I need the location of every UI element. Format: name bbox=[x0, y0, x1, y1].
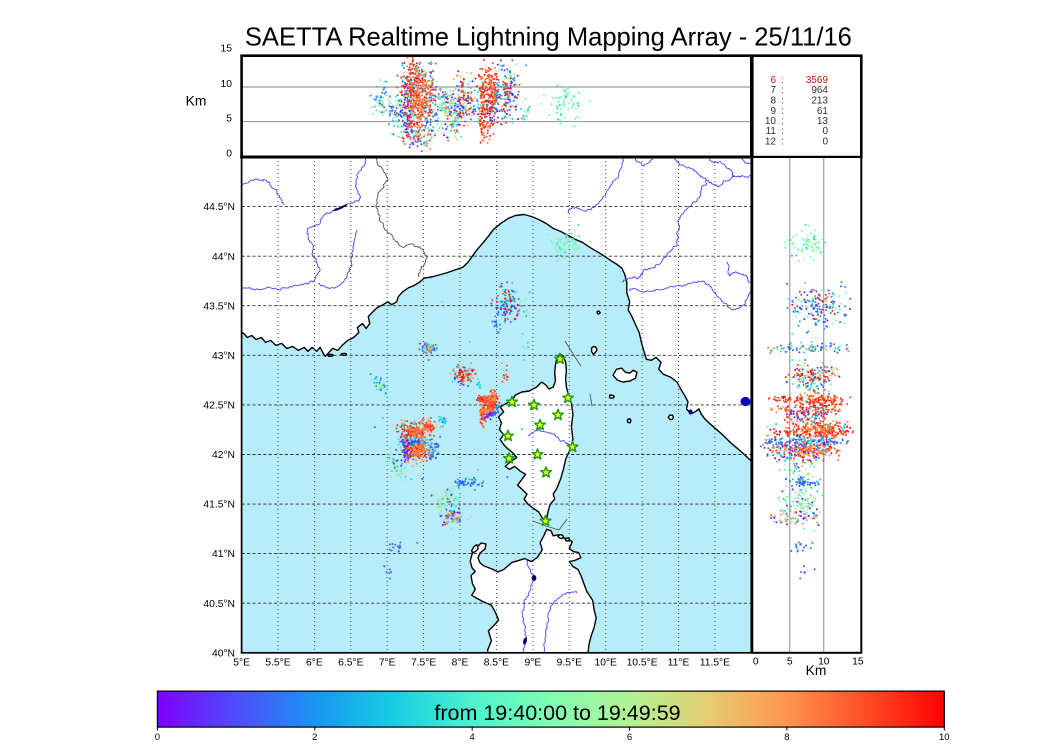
svg-text:42.5°N: 42.5°N bbox=[203, 401, 235, 412]
svg-text:5°E: 5°E bbox=[233, 658, 250, 669]
svg-text:SAETTA Realtime Lightning Mapp: SAETTA Realtime Lightning Mapping Array … bbox=[245, 22, 852, 52]
svg-text:8.5°E: 8.5°E bbox=[484, 658, 509, 669]
svg-text:10.5°E: 10.5°E bbox=[627, 658, 658, 669]
svg-text:6.5°E: 6.5°E bbox=[338, 658, 363, 669]
svg-text:Km: Km bbox=[186, 94, 207, 109]
svg-text:44°N: 44°N bbox=[212, 252, 235, 263]
svg-text:5.5°E: 5.5°E bbox=[265, 658, 290, 669]
svg-text:40.5°N: 40.5°N bbox=[203, 599, 235, 610]
svg-text:9.5°E: 9.5°E bbox=[557, 658, 582, 669]
svg-text:44.5°N: 44.5°N bbox=[203, 202, 235, 213]
svg-text:43.5°N: 43.5°N bbox=[203, 301, 235, 312]
svg-text:9°E: 9°E bbox=[525, 658, 542, 669]
svg-text:41°N: 41°N bbox=[212, 549, 235, 560]
svg-text:7.5°E: 7.5°E bbox=[411, 658, 436, 669]
svg-text:40°N: 40°N bbox=[212, 648, 235, 659]
svg-text:5: 5 bbox=[226, 114, 232, 125]
svg-text:42°N: 42°N bbox=[212, 450, 235, 461]
svg-text:11°E: 11°E bbox=[668, 658, 690, 669]
svg-text:8°E: 8°E bbox=[452, 658, 469, 669]
svg-text:7°E: 7°E bbox=[379, 658, 396, 669]
svg-text:15: 15 bbox=[221, 44, 233, 55]
svg-text:11.5°E: 11.5°E bbox=[700, 658, 730, 669]
svg-text:10°E: 10°E bbox=[594, 658, 617, 669]
svg-text:41.5°N: 41.5°N bbox=[203, 500, 235, 511]
svg-text:6°E: 6°E bbox=[306, 658, 323, 669]
svg-text:10: 10 bbox=[221, 79, 233, 90]
svg-text:43°N: 43°N bbox=[212, 351, 235, 362]
svg-text:0: 0 bbox=[226, 149, 232, 160]
